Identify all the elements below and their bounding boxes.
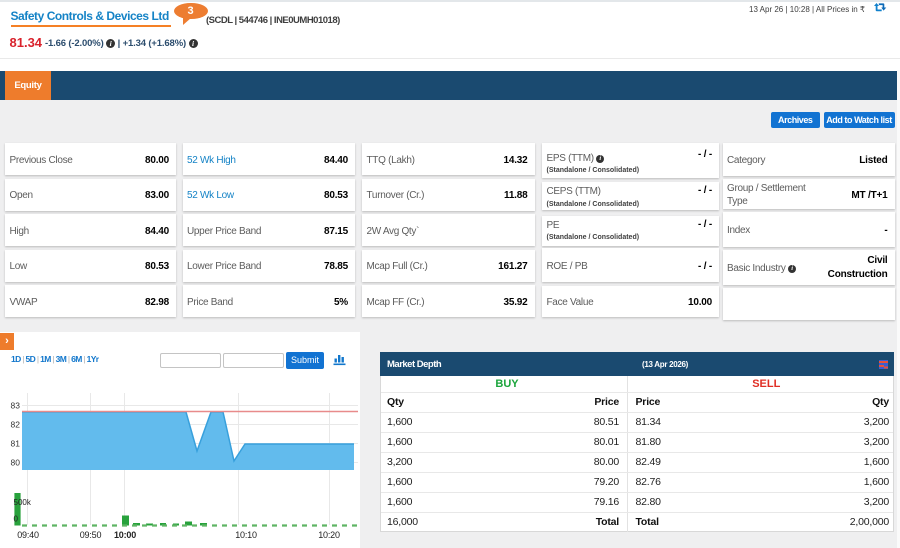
svg-text:500k: 500k [14, 498, 32, 507]
svg-text:10:10: 10:10 [235, 530, 257, 540]
svg-text:83: 83 [11, 401, 21, 411]
svg-text:81: 81 [11, 439, 21, 449]
svg-text:0: 0 [14, 515, 19, 524]
svg-text:82: 82 [11, 420, 21, 430]
svg-text:10:20: 10:20 [318, 530, 340, 540]
svg-text:09:50: 09:50 [80, 530, 102, 540]
svg-text:09:40: 09:40 [17, 530, 39, 540]
svg-text:10:00: 10:00 [114, 530, 136, 540]
svg-text:80: 80 [11, 458, 21, 468]
